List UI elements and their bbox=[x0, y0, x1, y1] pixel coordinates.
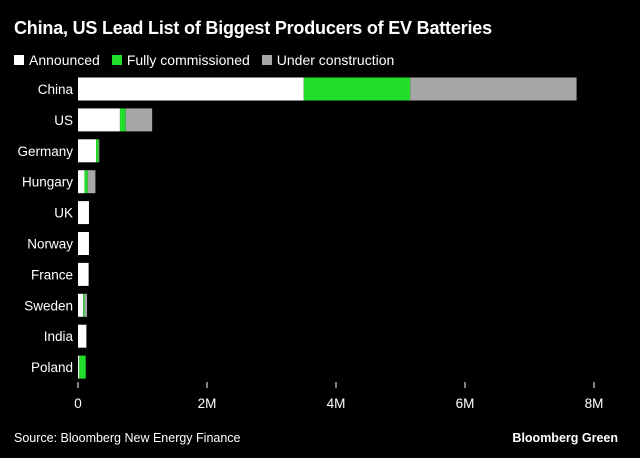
legend-swatch-fully-commissioned bbox=[111, 55, 122, 65]
legend-label-under-construction: Under construction bbox=[276, 52, 395, 68]
legend-item-announced: Announced bbox=[14, 52, 100, 68]
bar-china-fully-commissioned bbox=[303, 77, 411, 101]
bar-hungary-under-construction bbox=[87, 170, 96, 194]
legend-swatch-announced bbox=[14, 55, 24, 65]
bar-us-announced bbox=[78, 108, 120, 132]
bar-uk-announced bbox=[78, 201, 89, 225]
y-tick-label-hungary: Hungary bbox=[22, 175, 73, 190]
bar-hungary-fully-commissioned bbox=[84, 170, 88, 194]
bar-china-under-construction bbox=[410, 77, 577, 101]
legend-item-under-construction: Under construction bbox=[261, 52, 395, 68]
y-tick-label-poland: Poland bbox=[31, 360, 73, 375]
brand-logo-text: Bloomberg Green bbox=[512, 431, 618, 445]
y-tick-label-france: France bbox=[31, 267, 73, 282]
y-tick-label-norway: Norway bbox=[27, 237, 73, 252]
bar-us-fully-commissioned bbox=[119, 108, 126, 132]
bar-hungary-announced bbox=[78, 170, 85, 194]
y-tick-label-germany: Germany bbox=[17, 144, 73, 159]
bar-france-under-construction bbox=[88, 262, 89, 286]
x-tick-label: 6M bbox=[456, 396, 475, 411]
chart-title: China, US Lead List of Biggest Producers… bbox=[14, 18, 492, 38]
legend-label-announced: Announced bbox=[29, 52, 100, 68]
bar-poland-announced bbox=[78, 355, 80, 379]
bar-sweden-fully-commissioned bbox=[83, 293, 85, 317]
bar-poland-fully-commissioned bbox=[79, 355, 86, 379]
legend-item-fully-commissioned: Fully commissioned bbox=[111, 52, 250, 68]
source-note: Source: Bloomberg New Energy Finance bbox=[14, 431, 241, 445]
x-tick-label: 4M bbox=[327, 396, 346, 411]
y-tick-label-china: China bbox=[38, 82, 74, 97]
bar-india-announced bbox=[78, 324, 87, 348]
y-tick-label-us: US bbox=[54, 113, 73, 128]
bar-us-under-construction bbox=[125, 108, 153, 132]
x-tick-label: 2M bbox=[198, 396, 217, 411]
x-tick-label: 8M bbox=[585, 396, 604, 411]
bar-china-announced bbox=[78, 77, 304, 101]
y-tick-label-uk: UK bbox=[54, 206, 73, 221]
y-tick-label-sweden: Sweden bbox=[24, 298, 73, 313]
bar-norway-announced bbox=[78, 232, 89, 255]
bar-sweden-under-construction bbox=[84, 293, 88, 317]
legend: Announced Fully commissioned Under const… bbox=[14, 52, 406, 68]
bar-sweden-announced bbox=[78, 293, 84, 317]
bar-germany-fully-commissioned bbox=[96, 139, 99, 163]
bar-france-announced bbox=[78, 262, 89, 286]
bar-germany-announced bbox=[78, 139, 97, 163]
y-tick-label-india: India bbox=[44, 329, 74, 344]
legend-label-fully-commissioned: Fully commissioned bbox=[126, 52, 250, 68]
x-tick-label: 0 bbox=[74, 396, 82, 411]
bar-germany-under-construction bbox=[98, 139, 100, 163]
legend-swatch-under-construction bbox=[261, 55, 272, 65]
